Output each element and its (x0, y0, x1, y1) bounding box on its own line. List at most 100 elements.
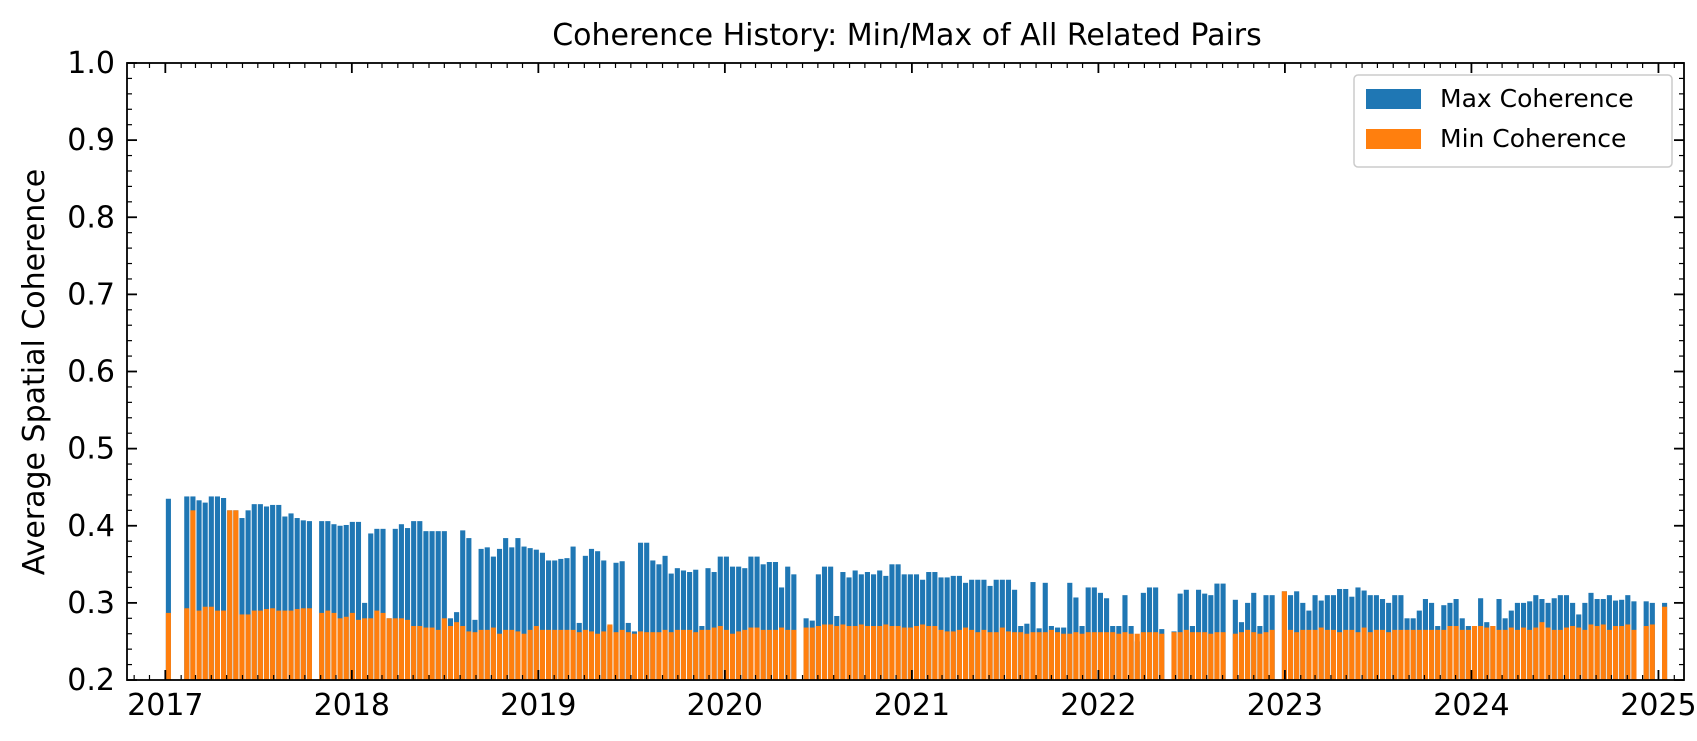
bar-min (1287, 629, 1294, 680)
bar-max (398, 524, 404, 680)
bar-max (736, 566, 742, 680)
bar-min (196, 610, 202, 680)
bar-min (484, 629, 490, 680)
bar-min (1177, 632, 1183, 680)
bar-max (907, 574, 913, 680)
bar-min (938, 629, 944, 680)
bar-max (828, 566, 834, 680)
bar-min (398, 618, 404, 680)
bar-min (760, 629, 766, 680)
bar-min (1097, 632, 1103, 680)
bar-min (1171, 632, 1177, 680)
bar-min (803, 627, 809, 680)
bar-max (680, 570, 687, 680)
bar-min (1459, 629, 1465, 680)
bar-max (417, 521, 423, 680)
bar-min (1576, 627, 1582, 680)
bar-min (981, 629, 987, 680)
bar-min (1281, 591, 1287, 680)
bar-max (705, 568, 711, 680)
bar-max (306, 521, 312, 680)
bar-min (656, 632, 662, 680)
bar-max (687, 572, 693, 680)
bar-min (1128, 633, 1134, 680)
bar-min (1042, 632, 1048, 680)
bar-max (742, 568, 748, 680)
bar-max (766, 562, 772, 680)
y-tick-label: 0.5 (67, 432, 115, 467)
bar-max (546, 560, 552, 680)
bar-min (999, 627, 1005, 680)
bar-min (503, 629, 509, 680)
bar-min (852, 626, 858, 680)
bar-min (1545, 627, 1551, 680)
bar-min (1146, 632, 1153, 680)
bar-min (1024, 633, 1030, 680)
bar-min (454, 622, 460, 680)
bar-max (1030, 582, 1036, 680)
bar-min (1441, 629, 1447, 680)
bar-min (1379, 629, 1386, 680)
bar-min (1453, 626, 1459, 680)
bar-min (1110, 632, 1116, 680)
bar-max (533, 549, 539, 680)
bar-max (650, 560, 656, 680)
bar-min (564, 629, 570, 680)
bar-max (938, 577, 944, 680)
bar-max (165, 498, 171, 680)
bar-max (889, 564, 895, 680)
bar-min (1238, 632, 1245, 680)
bar-min (1005, 631, 1012, 680)
bar-min (184, 608, 190, 680)
bar-min (202, 606, 208, 680)
bar-min (362, 618, 368, 680)
bar-min (263, 609, 270, 680)
bar-min (785, 629, 791, 680)
bar-min (601, 631, 607, 680)
bar-min (1036, 632, 1042, 680)
bar-max (754, 556, 760, 680)
bar-min (552, 629, 558, 680)
bar-min (306, 608, 312, 680)
bar-min (975, 632, 981, 680)
bar-min (889, 626, 895, 680)
bar-max (723, 556, 729, 680)
bar-min (257, 610, 263, 680)
bar-min (717, 626, 723, 680)
bar-min (815, 626, 821, 680)
y-tick-label: 0.6 (67, 355, 115, 390)
bar-max (821, 566, 828, 680)
bar-min (1030, 632, 1036, 680)
bar-min (1373, 629, 1379, 680)
bar-min (1386, 632, 1392, 680)
bar-min (1153, 632, 1159, 680)
bar-min (828, 624, 834, 680)
bar-min (233, 510, 239, 680)
bar-min (1306, 629, 1312, 680)
bar-max (595, 551, 601, 680)
bar-min (1140, 632, 1146, 680)
bar-max (613, 562, 619, 680)
y-tick-label: 0.4 (67, 509, 115, 544)
bar-min (920, 624, 926, 680)
bar-max (656, 564, 662, 680)
legend: Max Coherence Min Coherence (1353, 74, 1673, 168)
bar-min (208, 606, 214, 680)
bar-min (423, 627, 429, 680)
bar-min (1202, 632, 1208, 680)
min-coherence-bars (165, 510, 1668, 680)
bar-max (441, 531, 447, 680)
bar-max (380, 528, 386, 680)
bar-max (270, 504, 276, 680)
bar-max (1214, 583, 1220, 680)
bar-min (987, 632, 993, 680)
bar-max (852, 570, 858, 680)
bar-max (521, 546, 527, 680)
bar-min (877, 626, 883, 680)
bar-max (319, 521, 325, 680)
bar-max (466, 538, 472, 680)
bar-min (840, 624, 846, 680)
bar-min (349, 612, 355, 680)
bar-min (680, 629, 687, 680)
bar-min (956, 629, 962, 680)
